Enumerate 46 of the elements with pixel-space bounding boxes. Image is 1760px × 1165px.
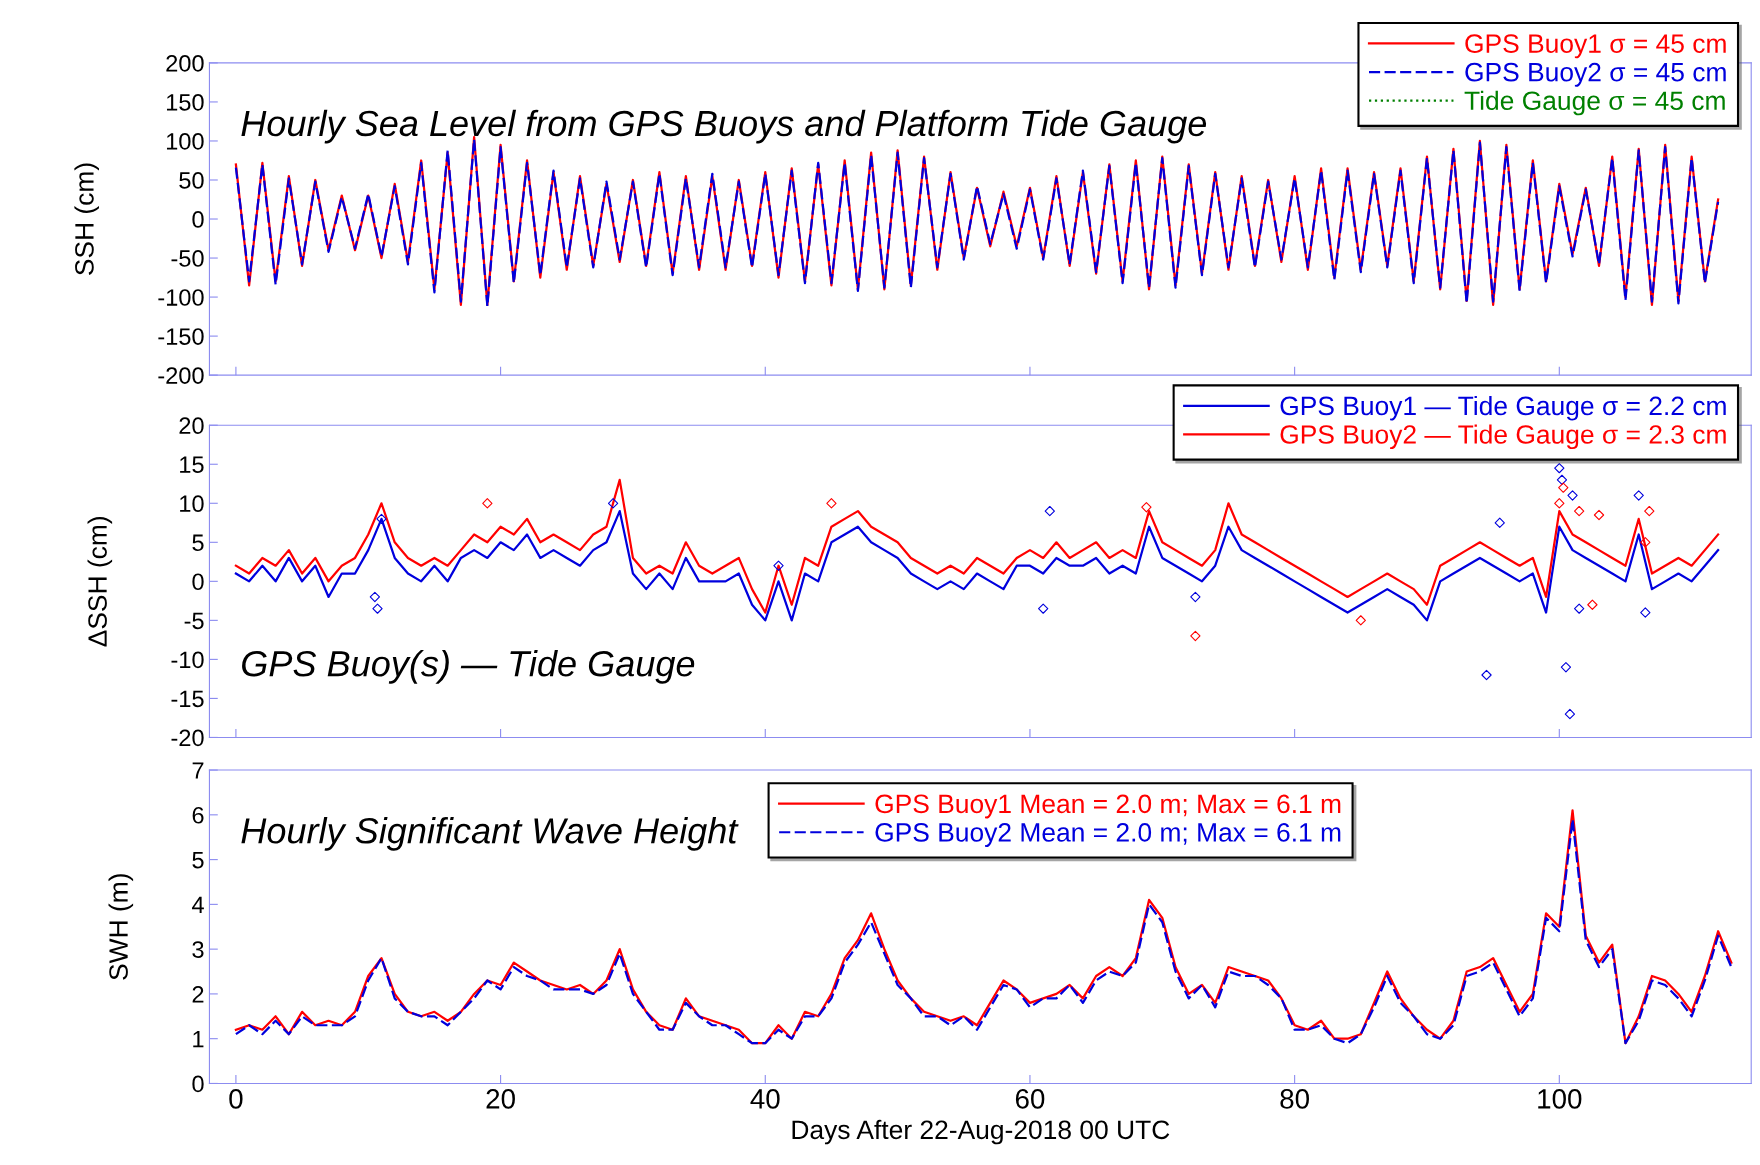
y-tick-label: -150 — [158, 328, 204, 345]
y-tick-label: -15 — [171, 690, 204, 708]
y-tick-label: 1 — [193, 1030, 204, 1048]
x-tick-label: 20 — [486, 1089, 515, 1109]
y-tick-label: 7 — [192, 762, 204, 779]
y-tick-label: 5 — [192, 851, 204, 869]
y-tick-label: 5 — [192, 534, 204, 552]
x-axis-title: Days After 22-Aug-2018 00 UTC — [792, 1119, 1170, 1145]
y-tick-label: 0 — [192, 211, 204, 228]
legend-label: GPS Buoy1 — Tide Gauge σ = 2.2 cm — [1280, 395, 1726, 421]
y-tick-label: -20 — [171, 729, 204, 747]
y-axis-title: SSH (cm) — [74, 163, 99, 275]
legend-label: GPS Buoy1 Mean = 2.0 m; Max = 6.1 m — [875, 794, 1341, 819]
y-tick-label: 20 — [179, 417, 204, 435]
x-tick-label: 0 — [229, 1089, 243, 1109]
legend-label: Tide Gauge σ = 45 cm — [1464, 90, 1725, 116]
y-tick-label: 6 — [192, 806, 204, 824]
y-tick-label: 15 — [180, 456, 204, 474]
legend-label: GPS Buoy2 σ = 45 cm — [1465, 62, 1726, 87]
x-tick-label: 40 — [750, 1089, 780, 1109]
y-tick-label: -100 — [158, 289, 204, 306]
legend-label: GPS Buoy1 σ = 45 cm — [1465, 34, 1726, 59]
y-tick-label: 0 — [192, 1075, 204, 1093]
text: GPS Buoy(s) — Tide Gauge — [242, 650, 695, 684]
y-tick-label: 100 — [166, 133, 204, 150]
y-tick-label: 10 — [180, 495, 204, 513]
y-tick-label: 4 — [191, 896, 204, 913]
x-tick-label: 80 — [1280, 1089, 1309, 1109]
y-tick-label: 200 — [166, 54, 204, 72]
y-tick-label: 2 — [192, 985, 204, 1003]
legend-label: GPS Buoy2 Mean = 2.0 m; Max = 6.1 m — [875, 823, 1341, 847]
x-tick-label: 100 — [1538, 1089, 1582, 1109]
y-tick-label: -5 — [184, 612, 204, 630]
x-tick-label: 60 — [1015, 1089, 1045, 1109]
y-tick-label: -50 — [171, 250, 204, 267]
y-tick-label: 50 — [179, 172, 204, 189]
text: Hourly Significant Wave Height — [241, 817, 739, 851]
y-tick-label: 0 — [192, 573, 204, 591]
text: Hourly Sea Level from GPS Buoys and Platform Tide Gauge — [241, 109, 1207, 144]
y-axis-title: ΔSSH (cm) — [87, 516, 113, 647]
y-axis-title: SWH (m) — [108, 874, 134, 980]
legend-label: GPS Buoy2 — Tide Gauge σ = 2.3 cm — [1280, 424, 1726, 450]
y-tick-label: -200 — [158, 367, 204, 384]
y-tick-label: 3 — [192, 941, 204, 958]
y-tick-label: 150 — [166, 94, 204, 111]
y-tick-label: -10 — [171, 651, 204, 669]
